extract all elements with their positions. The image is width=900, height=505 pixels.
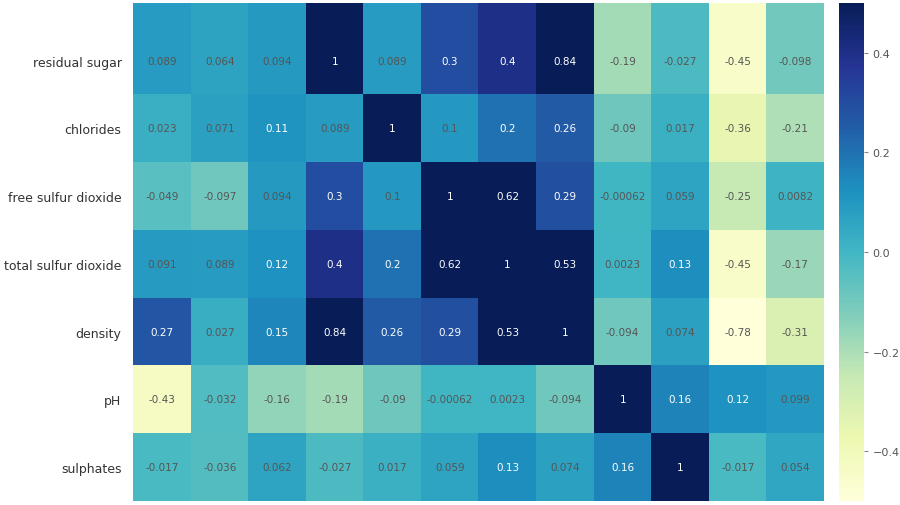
Text: -0.097: -0.097: [203, 192, 237, 201]
Text: 1: 1: [446, 192, 454, 201]
Text: 0.059: 0.059: [436, 462, 464, 472]
Text: 0.4: 0.4: [500, 57, 516, 67]
Text: 1: 1: [677, 462, 684, 472]
Text: -0.21: -0.21: [782, 124, 809, 134]
Text: -0.027: -0.027: [318, 462, 352, 472]
Text: -0.25: -0.25: [724, 192, 751, 201]
Text: 0.26: 0.26: [381, 327, 404, 337]
Text: 0.094: 0.094: [263, 57, 293, 67]
Text: -0.036: -0.036: [203, 462, 237, 472]
Text: -0.027: -0.027: [663, 57, 697, 67]
Text: 0.074: 0.074: [665, 327, 695, 337]
Text: 1: 1: [504, 260, 511, 269]
Text: 0.094: 0.094: [263, 192, 293, 201]
Text: 0.2: 0.2: [500, 124, 516, 134]
Text: 0.29: 0.29: [438, 327, 462, 337]
Text: -0.00062: -0.00062: [599, 192, 646, 201]
Text: 0.059: 0.059: [665, 192, 695, 201]
Text: -0.17: -0.17: [782, 260, 809, 269]
Text: 0.027: 0.027: [205, 327, 235, 337]
Text: 0.62: 0.62: [496, 192, 519, 201]
Text: -0.017: -0.017: [721, 462, 754, 472]
Text: -0.098: -0.098: [778, 57, 812, 67]
Text: 0.12: 0.12: [726, 394, 750, 405]
Text: 0.84: 0.84: [554, 57, 577, 67]
Text: -0.43: -0.43: [148, 394, 176, 405]
Text: 0.089: 0.089: [378, 57, 407, 67]
Text: 0.2: 0.2: [384, 260, 400, 269]
Text: 0.074: 0.074: [550, 462, 580, 472]
Text: 0.0082: 0.0082: [778, 192, 814, 201]
Text: 0.054: 0.054: [780, 462, 810, 472]
Text: 0.53: 0.53: [554, 260, 577, 269]
Text: 0.017: 0.017: [378, 462, 407, 472]
Text: 0.27: 0.27: [150, 327, 174, 337]
Text: 0.16: 0.16: [669, 394, 692, 405]
Text: 0.0023: 0.0023: [490, 394, 526, 405]
Text: 1: 1: [562, 327, 569, 337]
Text: 1: 1: [619, 394, 626, 405]
Text: 0.12: 0.12: [266, 260, 289, 269]
Text: -0.00062: -0.00062: [427, 394, 473, 405]
Text: -0.09: -0.09: [379, 394, 406, 405]
Text: 0.1: 0.1: [442, 124, 458, 134]
Text: -0.09: -0.09: [609, 124, 636, 134]
Text: 0.11: 0.11: [266, 124, 289, 134]
Text: -0.19: -0.19: [609, 57, 636, 67]
Text: -0.032: -0.032: [203, 394, 237, 405]
Text: 0.84: 0.84: [323, 327, 346, 337]
Text: -0.094: -0.094: [548, 394, 581, 405]
Text: 0.017: 0.017: [665, 124, 695, 134]
Text: 0.062: 0.062: [263, 462, 293, 472]
Text: -0.19: -0.19: [321, 394, 348, 405]
Text: -0.049: -0.049: [146, 192, 179, 201]
Text: -0.36: -0.36: [724, 124, 751, 134]
Text: 0.3: 0.3: [442, 57, 458, 67]
Text: 0.26: 0.26: [554, 124, 577, 134]
Text: 0.089: 0.089: [205, 260, 235, 269]
Text: 0.15: 0.15: [266, 327, 289, 337]
Text: 0.16: 0.16: [611, 462, 634, 472]
Text: 0.023: 0.023: [148, 124, 177, 134]
Text: 0.62: 0.62: [438, 260, 462, 269]
Text: 0.13: 0.13: [669, 260, 692, 269]
Text: -0.78: -0.78: [724, 327, 751, 337]
Text: 0.13: 0.13: [496, 462, 519, 472]
Text: -0.017: -0.017: [146, 462, 179, 472]
Text: 0.4: 0.4: [327, 260, 343, 269]
Text: -0.45: -0.45: [724, 57, 751, 67]
Text: 0.29: 0.29: [554, 192, 577, 201]
Text: 0.089: 0.089: [148, 57, 177, 67]
Text: 0.089: 0.089: [320, 124, 349, 134]
Text: 0.071: 0.071: [205, 124, 235, 134]
Text: 1: 1: [331, 57, 338, 67]
Text: 0.0023: 0.0023: [605, 260, 641, 269]
Text: 0.1: 0.1: [384, 192, 400, 201]
Text: -0.45: -0.45: [724, 260, 751, 269]
Text: 0.53: 0.53: [496, 327, 519, 337]
Text: 1: 1: [389, 124, 396, 134]
Text: -0.31: -0.31: [782, 327, 809, 337]
Text: 0.091: 0.091: [148, 260, 177, 269]
Text: 0.099: 0.099: [780, 394, 810, 405]
Text: -0.16: -0.16: [264, 394, 291, 405]
Text: 0.3: 0.3: [327, 192, 343, 201]
Text: -0.094: -0.094: [606, 327, 639, 337]
Text: 0.064: 0.064: [205, 57, 235, 67]
